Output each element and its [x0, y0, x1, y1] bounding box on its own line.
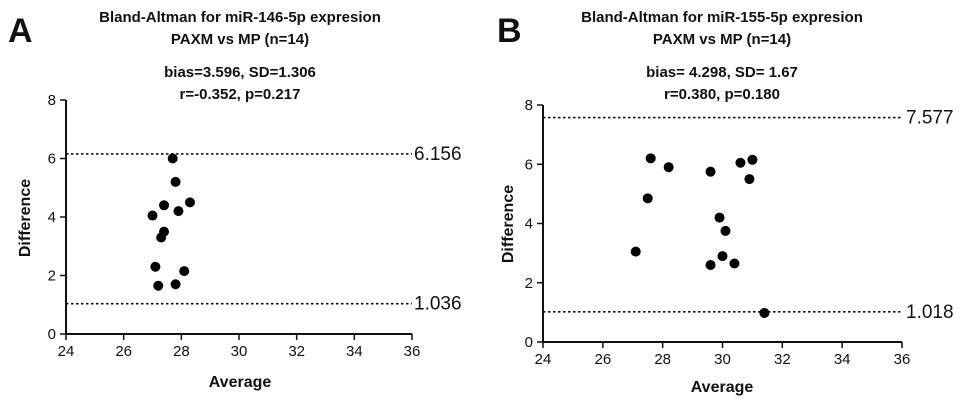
data-point-a	[153, 280, 164, 291]
reference-line-label-a: 1.036	[414, 294, 462, 315]
stats-line1-a: bias=3.596, SD=1.306	[164, 64, 316, 81]
y-tick-label-b: 2	[525, 275, 533, 292]
stats-line2-a: r=-0.352, p=0.217	[180, 86, 301, 103]
data-point-b	[705, 259, 716, 270]
reference-line-label-a: 6.156	[414, 144, 462, 165]
panel-a: A Bland-Altman for miR-146-5p expresion …	[8, 9, 462, 391]
data-point-b	[714, 212, 725, 223]
chart-subtitle-a: PAXM vs MP (n=14)	[171, 31, 309, 48]
data-point-a	[167, 153, 178, 164]
x-axis-label-b: Average	[691, 379, 754, 396]
data-point-a	[170, 279, 181, 290]
y-tick-label-a: 6	[48, 151, 56, 168]
y-tick-label-a: 0	[48, 326, 56, 343]
stats-line1-b: bias= 4.298, SD= 1.67	[646, 64, 798, 81]
data-point-b	[645, 153, 656, 164]
x-tick-label-b: 30	[714, 351, 731, 368]
y-axis-label-a: Difference	[17, 179, 34, 257]
y-tick-label-a: 4	[48, 209, 56, 226]
data-point-b	[630, 246, 641, 257]
x-tick-label-a: 34	[346, 343, 363, 360]
y-tick-label-b: 4	[525, 216, 533, 233]
panel-letter-a: A	[8, 12, 33, 50]
x-tick-label-b: 26	[594, 351, 611, 368]
stats-line2-b: r=0.380, p=0.180	[664, 86, 780, 103]
x-tick-label-b: 34	[834, 351, 851, 368]
reference-line-label-b: 7.577	[906, 108, 954, 129]
data-point-a	[170, 176, 181, 187]
data-point-b	[717, 251, 728, 262]
y-tick-label-b: 6	[525, 156, 533, 173]
data-point-a	[173, 206, 184, 217]
data-point-a	[184, 197, 195, 208]
y-axis-label-b: Difference	[500, 185, 517, 263]
data-point-b	[720, 225, 731, 236]
panel-letter-b: B	[497, 12, 522, 50]
reference-line-label-b: 1.018	[906, 302, 954, 323]
data-point-b	[747, 154, 758, 165]
data-point-a	[147, 210, 158, 221]
x-tick-label-b: 32	[774, 351, 791, 368]
data-point-a	[159, 200, 170, 211]
x-tick-label-b: 36	[894, 351, 911, 368]
data-point-a	[179, 266, 190, 277]
data-point-b	[735, 157, 746, 168]
x-tick-label-a: 24	[58, 343, 75, 360]
x-tick-label-b: 28	[654, 351, 671, 368]
data-point-b	[729, 258, 740, 269]
data-point-b	[744, 174, 755, 185]
x-tick-label-a: 28	[173, 343, 190, 360]
data-point-a	[150, 261, 161, 272]
x-tick-label-a: 36	[404, 343, 421, 360]
chart-title-a: Bland-Altman for miR-146-5p expresion	[99, 9, 381, 26]
x-tick-label-a: 30	[231, 343, 248, 360]
data-point-b	[663, 162, 674, 173]
x-tick-label-a: 32	[288, 343, 305, 360]
x-tick-label-a: 26	[115, 343, 132, 360]
data-point-b	[705, 166, 716, 177]
panel-b: B Bland-Altman for miR-155-5p expresion …	[497, 9, 954, 396]
y-tick-label-a: 2	[48, 268, 56, 285]
chart-title-b: Bland-Altman for miR-155-5p expresion	[581, 9, 863, 26]
x-tick-label-b: 24	[535, 351, 552, 368]
x-axis-label-a: Average	[209, 374, 272, 391]
data-point-a	[156, 232, 167, 243]
data-point-b	[759, 307, 770, 318]
y-tick-label-b: 0	[525, 334, 533, 351]
data-point-b	[642, 193, 653, 204]
chart-subtitle-b: PAXM vs MP (n=14)	[653, 31, 791, 48]
y-tick-label-a: 8	[48, 92, 56, 109]
y-tick-label-b: 8	[525, 97, 533, 114]
